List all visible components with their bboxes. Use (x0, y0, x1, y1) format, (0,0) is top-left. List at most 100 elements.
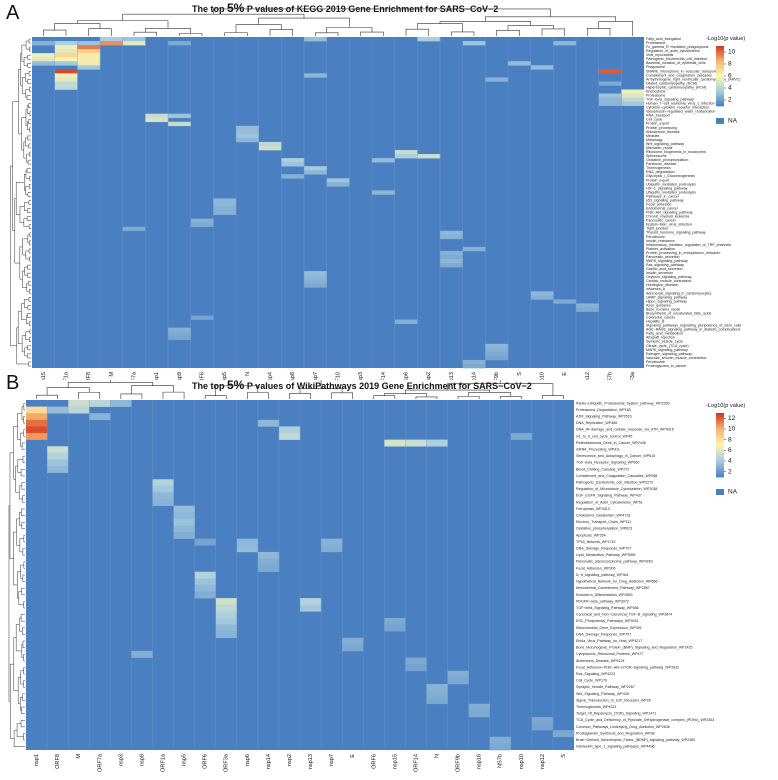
wiki-legend-swatch (716, 427, 724, 431)
kegg-cell (304, 166, 327, 171)
kegg-col-label: ORF8 (86, 372, 92, 380)
kegg-row-label: Regulation_of_actin_cytoskeleton (646, 49, 700, 53)
kegg-cell (168, 331, 191, 337)
wiki-cell (194, 538, 216, 546)
wiki-col-label: nsp7 (329, 754, 335, 766)
kegg-cell (304, 73, 327, 78)
kegg-cell (168, 113, 191, 119)
kegg-row-label: Endometrial_cancer (646, 207, 679, 211)
kegg-row-label: AGE−RAGE_signaling_pathway_in_diabetic_c… (646, 328, 741, 332)
wiki-cell (447, 670, 469, 678)
wiki-legend-swatch (716, 423, 724, 427)
kegg-row-dendrogram-branch (21, 44, 27, 62)
wiki-col-label: S (561, 754, 567, 758)
kegg-row-label: Vasopressin−regulated_water_reabsorption (646, 110, 715, 114)
kegg-col-label: nsp10 (539, 372, 545, 380)
kegg-row-dendrogram-branch (23, 299, 29, 308)
wiki-row-label: DNA_Replication_WP466 (576, 421, 617, 425)
kegg-row-label: Wnt_signaling_pathway (646, 142, 684, 146)
kegg-row-label: Thyroid_hormone_signaling_pathway (646, 231, 706, 235)
kegg-row-dendrogram-branch (21, 77, 26, 94)
wiki-row-label: Senescence_and_Autophagy_in_Cancer_WP615 (576, 454, 655, 458)
kegg-cell (598, 101, 622, 106)
wiki-cell (26, 413, 48, 421)
kegg-row-dendrogram-branch (14, 198, 20, 264)
kegg-row-dendrogram-branch (28, 297, 31, 302)
kegg-row-dendrogram-branch (29, 176, 31, 181)
wiki-row-label: Prostaglandin_Synthesis_and_Regulation_W… (576, 731, 655, 735)
wiki-row-dendrogram-branch (23, 733, 25, 741)
wiki-col-dendrogram-branch (204, 395, 227, 399)
wiki-legend-na-swatch (716, 489, 724, 495)
kegg-row-label: Arrhythmogenic_right_ventricular_cardiom… (646, 77, 740, 81)
wiki-cell (447, 677, 469, 685)
wiki-col-label: nsp2 (287, 754, 293, 766)
kegg-col-dendrogram-branch (451, 31, 475, 36)
kegg-col-label: ORF7a (131, 371, 137, 380)
kegg-row-label: Platelet_activation (646, 247, 675, 251)
kegg-col-label: nsp8 (290, 372, 296, 380)
kegg-row-dendrogram-branch (29, 151, 31, 157)
kegg-cell (621, 89, 645, 94)
kegg-row-dendrogram-branch (28, 361, 31, 367)
wiki-cell (257, 551, 280, 559)
wiki-cell (468, 703, 490, 711)
wiki-cell (68, 406, 90, 414)
kegg-row-label: Influenza_A (646, 287, 666, 291)
kegg-cell (190, 222, 214, 228)
wiki-row-label: Focal_Adhesion_WP306 (576, 566, 616, 570)
kegg-row-dendrogram-branch (25, 89, 30, 98)
kegg-row-label: Complement_and_coagulation_cascades (646, 73, 712, 77)
kegg-cell (54, 73, 78, 78)
kegg-row-dendrogram-branch (27, 159, 31, 165)
wiki-legend-na-label: NA (728, 489, 738, 496)
kegg-row-dendrogram-branch (21, 303, 27, 320)
kegg-row-label: Ribosome_biogenesis_in_eukaryotes (646, 150, 706, 154)
kegg-row-dendrogram-branch (28, 280, 31, 286)
wiki-row-label: DNA_IR−damage_and_cellular_response_via_… (576, 428, 674, 432)
wiki-cell (426, 697, 448, 705)
wiki-cell (68, 400, 90, 407)
kegg-legend-title: -Log10(p value) (706, 36, 745, 42)
kegg-row-dendrogram-branch (29, 127, 31, 133)
wiki-row-dendrogram-branch (20, 696, 23, 711)
kegg-row-dendrogram-branch (28, 289, 31, 294)
wiki-legend-tick-label: 2 (728, 468, 732, 475)
wiki-cell (489, 743, 512, 751)
wiki-col-dendrogram-branch (542, 395, 564, 399)
kegg-col-dendrogram-branch (269, 29, 293, 36)
wiki-legend-swatch (716, 453, 724, 457)
wiki-legend-swatch (716, 425, 724, 429)
kegg-row-label: Gastric_acid_secretion (646, 267, 683, 271)
wiki-col-label: nsp10 (519, 754, 525, 769)
wiki-cell (405, 664, 427, 672)
kegg-cell (168, 335, 191, 341)
kegg-cell (54, 61, 78, 66)
kegg-col-dendrogram-branch (258, 17, 350, 28)
kegg-row-label: Citrate_cycle_(TCA_cycle) (646, 344, 689, 348)
kegg-col-dendrogram-branch (122, 13, 305, 21)
kegg-cell (145, 113, 169, 119)
kegg-legend-swatch (716, 96, 724, 99)
kegg-cell (54, 69, 78, 74)
wiki-legend-swatch (716, 464, 724, 467)
wiki-row-label: Cell_Cycle_WP179 (576, 679, 607, 683)
kegg-row-label: Measles (646, 134, 660, 138)
kegg-row-label: Spliceosome (646, 154, 667, 158)
kegg-col-dendrogram-branch (315, 32, 339, 36)
kegg-cell (304, 279, 327, 284)
wiki-row-label: Mitochondrial_Gene_Expression_WP391 (576, 626, 642, 630)
kegg-row-label: Bacterial_invasion_of_epithelial_cells (646, 61, 706, 65)
wiki-row-dendrogram-branch (16, 723, 24, 738)
kegg-cell (258, 145, 282, 151)
wiki-row-label: PDGFR−beta_pathway_WP3972 (576, 599, 629, 603)
kegg-col-label: NS7b (607, 372, 613, 380)
kegg-cell (190, 315, 214, 320)
kegg-cell (440, 234, 463, 240)
kegg-row-dendrogram-branch (27, 345, 31, 351)
kegg-cell (394, 319, 418, 324)
kegg-cell (77, 53, 101, 58)
kegg-row-dendrogram-branch (27, 305, 31, 310)
kegg-row-label: Chronic_myeloid_leukemia (646, 215, 689, 219)
kegg-legend-tick-label: 8 (728, 61, 732, 68)
